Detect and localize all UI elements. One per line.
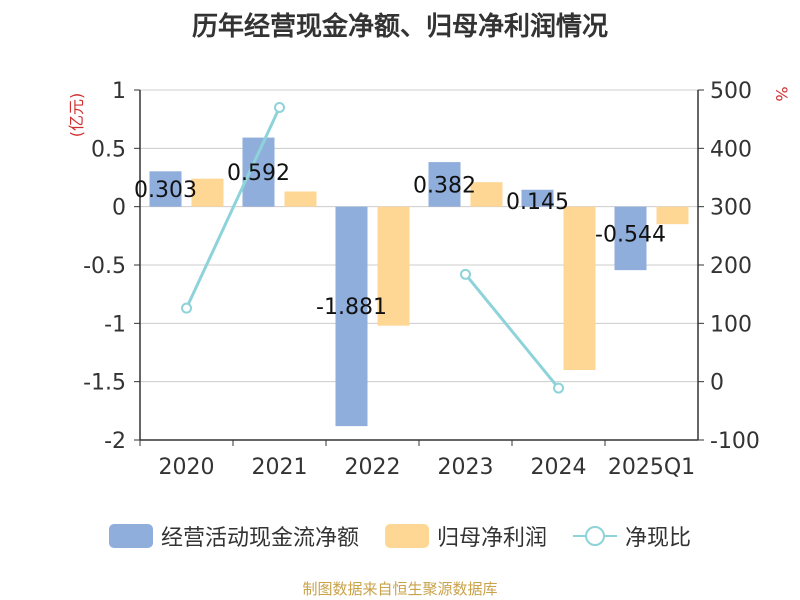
grid-lines	[140, 89, 698, 441]
legend-item-cashflow[interactable]: 经营活动现金流净额	[108, 520, 359, 552]
bar-netprofit	[470, 182, 503, 207]
legend-swatch-netprofit	[384, 524, 429, 548]
bar-netprofit	[563, 206, 596, 370]
y-right-tick-label: 500	[710, 79, 752, 104]
y-right-tick-label: 200	[710, 254, 752, 279]
axes: 1 0.5 0 -0.5 -1 -1.5 -2 500 400 300 200 100 0 -100 (亿元…	[67, 79, 791, 480]
y-left-tick-label: -1	[104, 312, 126, 337]
legend-swatch-cashflow	[108, 524, 153, 548]
chart-title: 历年经营现金净额、归母净利润情况	[191, 12, 608, 42]
x-tick-label: 2023	[438, 455, 494, 480]
y-right-unit: %	[772, 86, 791, 101]
y-left-tick-label: 0	[112, 196, 126, 221]
bar-netprofit	[656, 206, 689, 225]
line-ratio	[464, 273, 560, 390]
line-series	[181, 102, 564, 394]
bar-cashflow	[614, 206, 647, 271]
bar-netprofit	[377, 206, 410, 326]
data-label-cashflow: 0.145	[506, 190, 569, 215]
bar-cashflow	[428, 162, 461, 207]
x-tick-label: 2021	[252, 455, 308, 480]
y-right-tick-label: -100	[710, 429, 760, 454]
line-ratio-point	[274, 102, 285, 113]
y-left-unit: (亿元)	[67, 93, 86, 138]
x-tick-label: 2020	[159, 455, 215, 480]
x-tick-label: 2024	[531, 455, 587, 480]
bar-cashflow	[242, 137, 275, 207]
data-label-cashflow: 0.382	[413, 173, 476, 198]
y-right-tick-label: 400	[710, 137, 752, 162]
y-left-tick-label: -2	[104, 429, 126, 454]
legend-item-netprofit[interactable]: 归母净利润	[384, 520, 547, 552]
legend-swatch-ratio	[573, 524, 617, 548]
y-left-tick-label: 1	[112, 79, 126, 104]
line-ratio-point	[460, 268, 471, 280]
bar-cashflow	[335, 206, 368, 427]
y-right-tick-label: 100	[710, 312, 752, 337]
data-label-cashflow: -1.881	[316, 295, 387, 320]
line-ratio	[185, 106, 281, 309]
legend-label-netprofit: 归母净利润	[436, 526, 547, 551]
line-ratio-point	[553, 382, 564, 394]
y-right-tick-label: 300	[710, 196, 752, 221]
bar-series	[149, 137, 689, 427]
legend-label-ratio: 净现比	[625, 526, 692, 551]
data-source-note: 制图数据来自恒生聚源数据库	[302, 580, 498, 598]
legend-item-ratio[interactable]: 净现比	[573, 520, 691, 552]
x-tick-label: 2025Q1	[608, 455, 695, 480]
bar-cashflow	[521, 189, 554, 207]
data-labels: 0.303 0.592 -1.881 0.382 0.145 -0.544	[134, 161, 666, 320]
y-left-tick-label: -1.5	[83, 371, 126, 396]
bar-netprofit	[284, 191, 317, 207]
y-left-tick-label: -0.5	[83, 254, 126, 279]
bar-netprofit	[191, 178, 224, 207]
legend: 经营活动现金流净额 归母净利润 净现比	[0, 518, 800, 554]
data-label-cashflow: -0.544	[595, 223, 666, 248]
y-left-tick-label: 0.5	[91, 137, 126, 162]
data-label-cashflow: 0.592	[227, 161, 290, 186]
data-label-cashflow: 0.303	[134, 178, 197, 203]
bar-cashflow	[149, 171, 182, 207]
x-tick-label: 2022	[345, 455, 401, 480]
line-ratio-point	[181, 302, 192, 314]
chart-canvas: 1 0.5 0 -0.5 -1 -1.5 -2 500 400 300 200 100 0 -100 (亿元…	[67, 79, 791, 480]
y-right-tick-label: 0	[710, 371, 724, 396]
legend-label-cashflow: 经营活动现金流净额	[160, 526, 359, 551]
